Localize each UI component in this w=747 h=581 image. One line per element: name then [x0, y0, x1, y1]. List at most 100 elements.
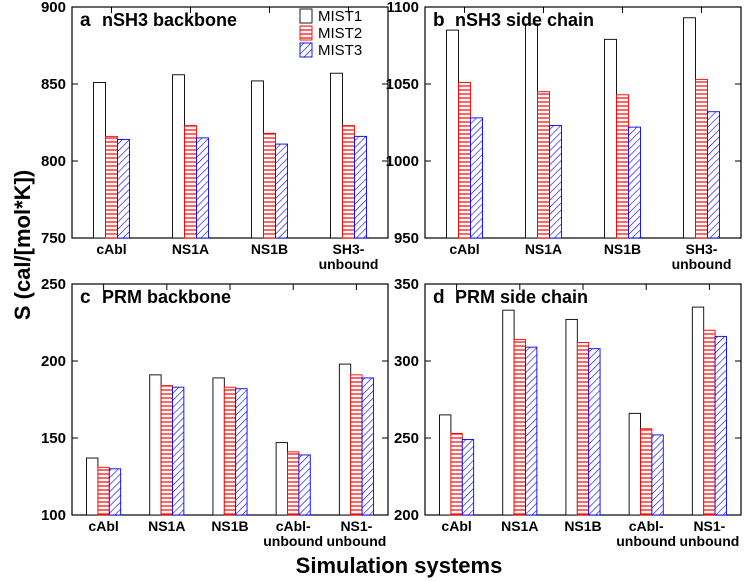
y-tick-label: 900 [41, 0, 66, 16]
y-tick-label: 1100 [386, 0, 419, 16]
y-tick-label: 750 [41, 230, 66, 247]
bar-mist1-cabl [275, 442, 288, 516]
bar-mist3-ns1b [235, 388, 248, 516]
x-tick-label: cAbl- [276, 518, 311, 534]
bar-mist3-ns1b [628, 126, 641, 239]
panel-title: PRM backbone [102, 287, 231, 307]
bar-mist1-cabl [86, 457, 99, 516]
bar-mist3-cabl [461, 439, 475, 516]
bar-mist3-ns1a [196, 137, 209, 239]
bar-mist2-ns1 [350, 374, 363, 516]
panel-label: c [80, 287, 91, 308]
bar-mist2-cabl [450, 432, 463, 516]
y-tick-label: 350 [394, 276, 419, 293]
bar-mist2-sh3 [342, 125, 355, 239]
bar-mist1-ns1b [565, 318, 578, 516]
panel-b: 950 1000 1050 1100 cAbl NS1A NS1B SH3-unbound b n… [386, 0, 742, 272]
bar-mist3-ns1a [549, 125, 562, 239]
plot-frame [71, 6, 389, 239]
bar-mist3-ns1 [714, 335, 727, 516]
panel-title: PRM side chain [455, 287, 588, 307]
x-tick-label: NS1B [564, 518, 601, 534]
bar-mist2-ns1b [576, 342, 590, 516]
bar-mist2-cabl [105, 135, 118, 239]
x-axis-label: Simulation systems [296, 553, 503, 578]
panel-label: d [433, 287, 445, 308]
bar-mist2-cabl [287, 451, 300, 516]
bar-mist3-ns1b [588, 348, 601, 516]
legend-label-mist2: MIST2 [318, 25, 362, 42]
legend-swatch-mist1 [299, 8, 313, 24]
bar-mist2-ns1a [160, 385, 173, 516]
bar-mist1-ns1a [149, 374, 162, 516]
x-tick-label: unbound [679, 533, 739, 549]
x-tick-label: cAbl [96, 241, 126, 257]
x-tick-label: unbound [326, 533, 386, 549]
x-tick-label: NS1A [148, 518, 185, 534]
panel-label: b [433, 10, 445, 31]
panel-a: 750 800 850 900 cAbl NS1A NS1B SH3-unbound a nSH3… [41, 0, 389, 272]
x-tick-label: cAbl [441, 518, 471, 534]
bar-mist3-cabl [651, 434, 664, 516]
bar-mist1-ns1a [502, 309, 515, 516]
x-tick-label: cAbl [449, 241, 479, 257]
bar-mist2-cabl [97, 466, 110, 516]
y-tick-label: 150 [41, 430, 66, 447]
x-tick-label: cAbl- [629, 518, 664, 534]
bar-mist1-cabl [628, 412, 641, 516]
x-tick-label: NS1A [501, 518, 538, 534]
bar-mist2-cabl [458, 82, 471, 239]
legend-swatch-mist2 [299, 25, 313, 41]
y-tick-label: 200 [394, 507, 419, 524]
x-tick-label: NS1B [211, 518, 248, 534]
bar-mist1-ns1a [525, 23, 538, 239]
bar-mist2-ns1 [703, 329, 716, 516]
panel-label: a [80, 10, 91, 31]
bar-mist1-cabl [446, 29, 459, 239]
x-tick-label: NS1B [604, 241, 641, 257]
panel-title: nSH3 side chain [455, 10, 594, 30]
bar-mist2-ns1b [263, 132, 276, 239]
bar-mist3-sh3 [707, 111, 720, 239]
y-tick-label: 850 [41, 76, 66, 93]
x-tick-label: NS1A [172, 241, 209, 257]
plot-frame [424, 6, 742, 239]
y-tick-label: 1000 [386, 153, 419, 170]
x-tick-label: cAbl [88, 518, 118, 534]
legend-label-mist3: MIST3 [318, 42, 362, 59]
y-tick-label: 250 [41, 276, 66, 293]
bar-mist3-cabl [298, 454, 311, 516]
bar-mist1-ns1b [251, 80, 264, 239]
x-tick-label: SH3- [333, 241, 365, 257]
bar-mist2-ns1a [184, 125, 197, 239]
bar-mist1-ns1b [604, 38, 617, 239]
bar-mist2-sh3 [695, 78, 708, 239]
x-tick-label: unbound [672, 256, 732, 272]
x-tick-label: unbound [263, 533, 323, 549]
y-tick-label: 800 [41, 153, 66, 170]
panel-title: nSH3 backbone [102, 10, 237, 30]
y-tick-label: 100 [41, 507, 66, 524]
legend-label-mist1: MIST1 [318, 8, 362, 25]
y-tick-label: 300 [394, 353, 419, 370]
bar-mist1-ns1b [212, 377, 225, 516]
bar-mist1-ns1a [172, 74, 185, 239]
bar-mist2-ns1a [513, 338, 526, 516]
bar-mist3-cabl [117, 138, 130, 239]
x-tick-label: unbound [616, 533, 676, 549]
legend-swatch-mist3 [299, 42, 313, 58]
bar-mist1-cabl [439, 414, 452, 516]
bar-mist3-cabl [470, 117, 483, 239]
bar-mist2-ns1b [223, 386, 237, 516]
bar-mist2-ns1b [616, 94, 629, 239]
x-tick-label: NS1B [251, 241, 288, 257]
bar-mist2-cabl [640, 428, 653, 516]
y-axis-label: S (cal/[mol*K]) [10, 170, 35, 320]
bar-mist3-sh3 [354, 135, 367, 239]
bar-mist3-ns1a [172, 386, 185, 516]
bar-mist1-sh3 [330, 72, 343, 239]
